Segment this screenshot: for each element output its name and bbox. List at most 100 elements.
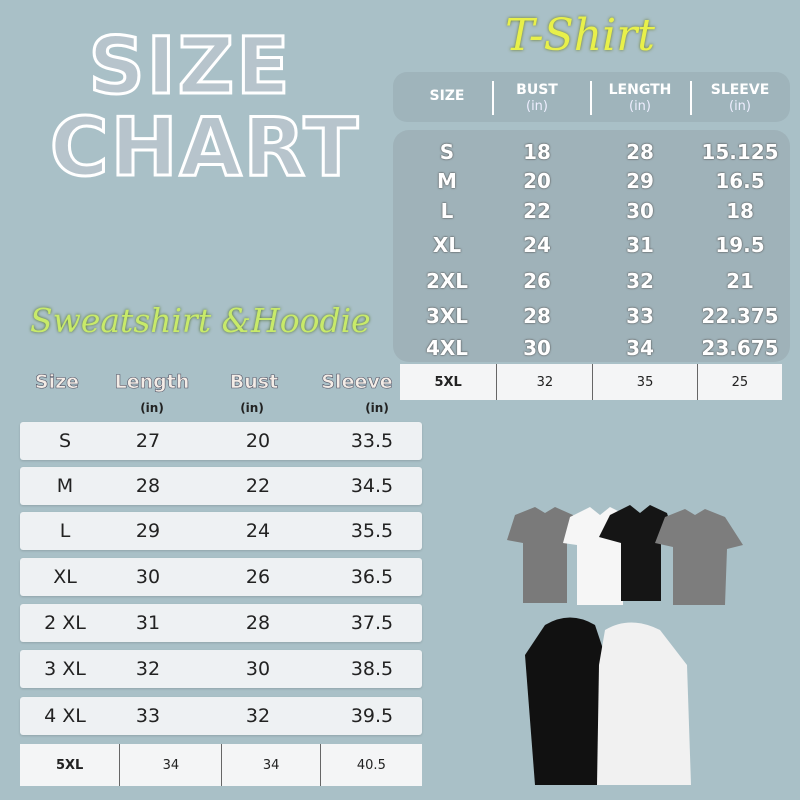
- tshirt-header-size: SIZE: [404, 88, 490, 105]
- sweatshirt-cell: 22: [245, 475, 271, 497]
- sweatshirt-cell: 32: [135, 658, 161, 680]
- tshirt-row-5xl: 5XL 32 35 25: [400, 364, 782, 400]
- sweatshirt-cell: 28: [245, 612, 271, 634]
- sweatshirt-cell: 37.5: [350, 612, 394, 634]
- tshirt-header-length: LENGTH (in): [597, 82, 683, 114]
- sweatshirt-cell: 31: [135, 612, 161, 634]
- tshirt-cell: 30: [626, 199, 654, 223]
- tshirt-header-bust: BUST (in): [494, 82, 580, 114]
- sweatshirt-header-unit: (in): [240, 401, 264, 415]
- sweatshirt-cell: XL: [53, 566, 77, 588]
- header-label: SLEEVE: [710, 82, 770, 98]
- tshirt-cell: M: [437, 169, 457, 193]
- title-line-2: CHART: [48, 101, 361, 194]
- sweatshirt-header-sleeve: Sleeve: [321, 371, 393, 394]
- sweatshirt-cell: 33: [135, 705, 161, 727]
- sweatshirt-header-unit: (in): [140, 401, 164, 415]
- tshirt-cell: 33: [626, 304, 654, 328]
- divider: [590, 81, 592, 115]
- sweatshirt-cell: 20: [245, 430, 271, 452]
- sweatshirt-row: 2 XL 31 28 37.5: [20, 604, 422, 642]
- sweatshirt-cell: 35.5: [350, 520, 394, 542]
- tshirt-cell: 18: [726, 199, 754, 223]
- tshirt-cell: 18: [523, 140, 551, 164]
- tshirt-cell: 22.375: [701, 304, 779, 328]
- hoodie-image-black: [525, 617, 607, 785]
- sweatshirt-header-length: Length: [114, 371, 190, 394]
- hoodie-image-white: [597, 622, 691, 785]
- sweatshirt-row: S 27 20 33.5: [20, 422, 422, 460]
- sweatshirt-row-5xl: 5XL 34 34 40.5: [20, 744, 422, 786]
- sweatshirt-cell: 28: [135, 475, 161, 497]
- tshirt-cell: 32: [626, 269, 654, 293]
- sweatshirt-cell: M: [56, 475, 74, 497]
- header-label: SIZE: [429, 88, 465, 104]
- tshirt-cell: 21: [726, 269, 754, 293]
- sweatshirt-header-size: Size: [34, 371, 80, 394]
- header-unit: (in): [629, 99, 651, 114]
- sweatshirt-cell: 2 XL: [44, 612, 86, 634]
- header-label: BUST: [516, 82, 558, 98]
- tshirt-5xl-cell: 5XL: [400, 364, 498, 400]
- tshirt-cell: XL: [432, 233, 462, 257]
- tshirt-5xl-cell: 32: [497, 364, 594, 400]
- tshirt-5xl-cell: 35: [593, 364, 698, 400]
- tshirt-cell: 23.675: [701, 336, 779, 360]
- sweatshirt-cell: 4 XL: [44, 705, 86, 727]
- sweatshirt-row: M 28 22 34.5: [20, 467, 422, 505]
- sweatshirt-5xl-cell: 5XL: [20, 744, 121, 786]
- tshirt-cell: 22: [523, 199, 551, 223]
- tshirt-image-gray-2: [655, 509, 743, 605]
- sweatshirt-row: 3 XL 32 30 38.5: [20, 650, 422, 688]
- sweatshirt-cell: 24: [245, 520, 271, 542]
- tshirt-image-black: [599, 505, 675, 601]
- tshirt-cell: 19.5: [715, 233, 765, 257]
- tshirt-cell: 3XL: [425, 304, 469, 328]
- divider: [492, 81, 494, 115]
- sweatshirt-cell: 30: [245, 658, 271, 680]
- sweatshirt-cell: S: [58, 430, 72, 452]
- tshirt-heading: T-Shirt: [505, 10, 655, 61]
- tshirt-cell: 28: [523, 304, 551, 328]
- sweatshirt-heading: Sweatshirt &Hoodie: [30, 301, 371, 340]
- tshirt-cell: S: [439, 140, 455, 164]
- sweatshirt-5xl-cell: 34: [120, 744, 223, 786]
- sweatshirt-cell: 30: [135, 566, 161, 588]
- tshirt-cell: L: [440, 199, 454, 223]
- sweatshirt-cell: L: [59, 520, 71, 542]
- tshirt-cell: 2XL: [425, 269, 469, 293]
- tshirt-cell: 34: [626, 336, 654, 360]
- tshirt-cell: 31: [626, 233, 654, 257]
- tshirt-cell: 20: [523, 169, 551, 193]
- sweatshirt-cell: 26: [245, 566, 271, 588]
- sweatshirt-header-bust: Bust: [229, 371, 279, 394]
- tshirt-cell: 4XL: [425, 336, 469, 360]
- sweatshirt-cell: 38.5: [350, 658, 394, 680]
- tshirt-cell: 24: [523, 233, 551, 257]
- sweatshirt-cell: 36.5: [350, 566, 394, 588]
- tshirt-image-gray: [507, 507, 581, 603]
- header-unit: (in): [729, 99, 751, 114]
- sweatshirt-5xl-cell: 34: [222, 744, 321, 786]
- garment-images: [507, 505, 743, 785]
- sweatshirt-row: 4 XL 33 32 39.5: [20, 697, 422, 735]
- tshirt-cell: 28: [626, 140, 654, 164]
- sweatshirt-cell: 3 XL: [44, 658, 86, 680]
- tshirt-cell: 15.125: [701, 140, 779, 164]
- tshirt-cell: 16.5: [715, 169, 765, 193]
- tshirt-table-body: [393, 130, 790, 362]
- tshirt-cell: 26: [523, 269, 551, 293]
- tshirt-5xl-cell: 25: [731, 374, 749, 390]
- sweatshirt-row: L 29 24 35.5: [20, 512, 422, 550]
- sweatshirt-header-unit: (in): [365, 401, 389, 415]
- sweatshirt-row: XL 30 26 36.5: [20, 558, 422, 596]
- sweatshirt-cell: 32: [245, 705, 271, 727]
- sweatshirt-cell: 39.5: [350, 705, 394, 727]
- tshirt-cell: 30: [523, 336, 551, 360]
- divider: [690, 81, 692, 115]
- header-label: LENGTH: [608, 82, 672, 98]
- sweatshirt-cell: 33.5: [350, 430, 394, 452]
- tshirt-header-sleeve: SLEEVE (in): [697, 82, 783, 114]
- sweatshirt-cell: 34.5: [350, 475, 394, 497]
- sweatshirt-5xl-cell: 40.5: [356, 757, 386, 773]
